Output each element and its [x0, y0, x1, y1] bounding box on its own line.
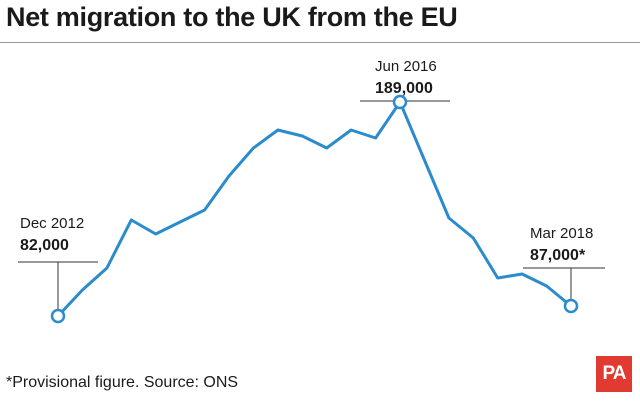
- annotation-date-peak: Jun 2016: [375, 58, 437, 75]
- point-marker-end: [563, 298, 579, 314]
- chart-title: Net migration to the UK from the EU: [6, 2, 458, 32]
- annotation-value-peak: 189,000: [375, 80, 433, 97]
- pa-logo: PA: [596, 356, 632, 392]
- annotation-date-start: Dec 2012: [20, 215, 84, 232]
- series-line: [56, 100, 573, 318]
- point-marker-start: [50, 308, 66, 324]
- annotation-value-start: 82,000: [20, 237, 69, 254]
- point-marker-peak: [392, 94, 408, 110]
- footnote: *Provisional figure. Source: ONS: [6, 374, 239, 391]
- annotation-value-end: 87,000*: [530, 247, 586, 264]
- annotation-date-end: Mar 2018: [530, 225, 593, 242]
- point-markers: [50, 94, 579, 324]
- title-divider: [0, 42, 640, 43]
- annotation-leaders: [18, 96, 605, 310]
